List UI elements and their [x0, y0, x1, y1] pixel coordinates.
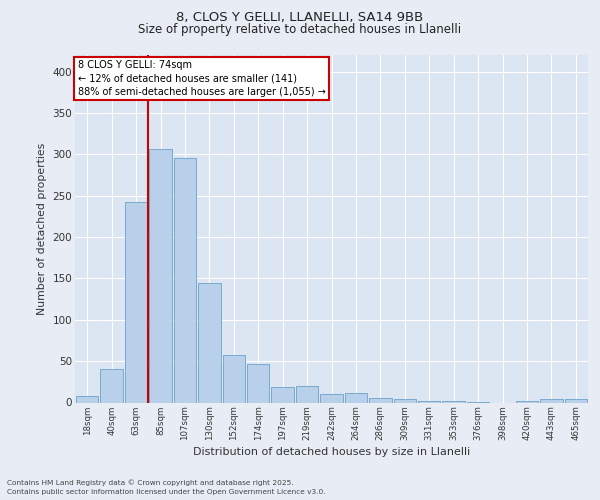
Text: 8, CLOS Y GELLI, LLANELLI, SA14 9BB: 8, CLOS Y GELLI, LLANELLI, SA14 9BB — [176, 12, 424, 24]
Y-axis label: Number of detached properties: Number of detached properties — [37, 142, 47, 315]
Bar — [149, 150, 172, 402]
Text: 8 CLOS Y GELLI: 74sqm
← 12% of detached houses are smaller (141)
88% of semi-det: 8 CLOS Y GELLI: 74sqm ← 12% of detached … — [77, 60, 325, 96]
Bar — [394, 399, 416, 402]
Text: Size of property relative to detached houses in Llanelli: Size of property relative to detached ho… — [139, 22, 461, 36]
Bar — [565, 399, 587, 402]
Bar — [442, 401, 465, 402]
Text: Contains HM Land Registry data © Crown copyright and database right 2025.: Contains HM Land Registry data © Crown c… — [7, 480, 294, 486]
Bar — [100, 370, 123, 402]
Bar — [540, 399, 563, 402]
Bar — [271, 387, 294, 402]
Bar — [173, 158, 196, 402]
Bar — [296, 386, 319, 402]
Bar — [198, 282, 221, 403]
Bar — [418, 401, 440, 402]
Bar — [125, 202, 148, 402]
Text: Contains public sector information licensed under the Open Government Licence v3: Contains public sector information licen… — [7, 489, 326, 495]
Bar — [76, 396, 98, 402]
X-axis label: Distribution of detached houses by size in Llanelli: Distribution of detached houses by size … — [193, 447, 470, 457]
Bar — [320, 394, 343, 402]
Bar — [247, 364, 269, 403]
Bar — [515, 401, 538, 402]
Bar — [344, 394, 367, 402]
Bar — [369, 398, 392, 402]
Bar — [223, 356, 245, 403]
